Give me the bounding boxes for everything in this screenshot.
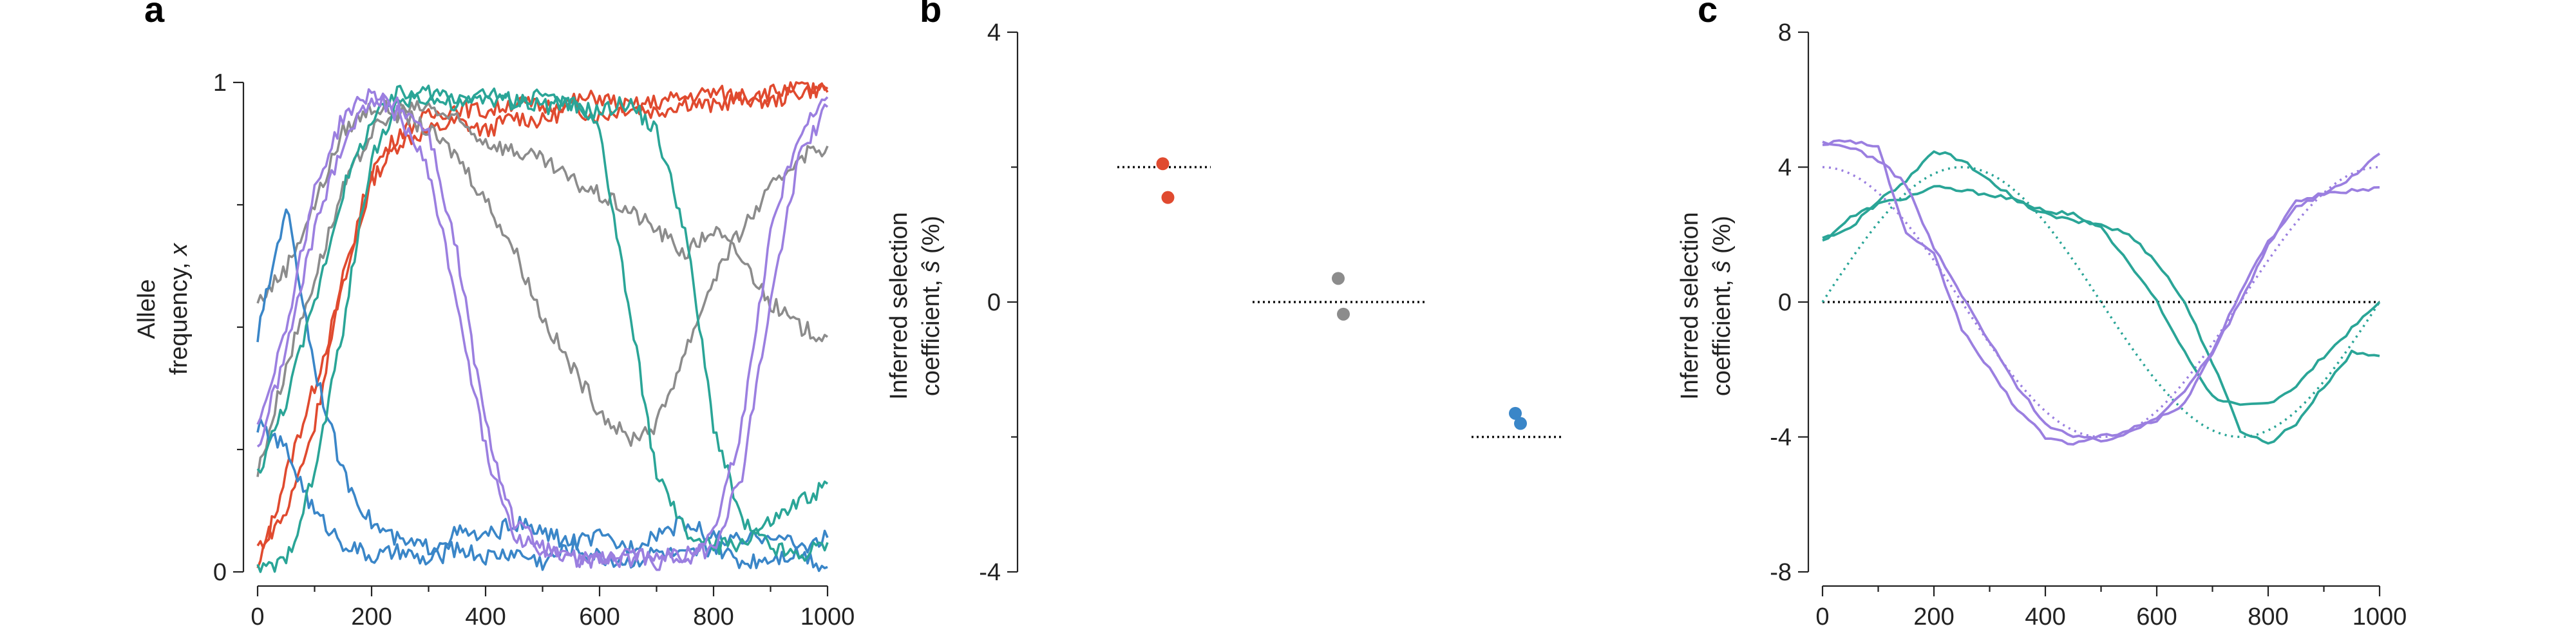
panel-b-axes: -4 0 4	[979, 19, 1019, 586]
panel-a-series-4-blue	[256, 208, 829, 556]
panel-c-ytick-label: -8	[1770, 559, 1792, 586]
panel-a-ytick-label: 1	[213, 70, 227, 97]
panel-c-ytick-label: 8	[1778, 19, 1792, 46]
panel-a-xtick-label: 600	[579, 603, 620, 630]
panel-c-ylabel-prefix: coefficient,	[1709, 273, 1736, 397]
panel-c-xtick-label: 400	[2025, 603, 2065, 630]
panel-c-xtick-label: 800	[2248, 603, 2288, 630]
panel-a-ylabel-line1: Allele	[133, 279, 160, 339]
panel-a-xtick-label: 1000	[800, 603, 855, 630]
panel-b-marks	[1117, 157, 1562, 439]
panel-a-ylabel-var: x	[166, 242, 193, 257]
panel-c-true-curve-purple	[1822, 166, 2380, 439]
panel-c-ytick-label: 4	[1778, 155, 1792, 182]
panel-c-ytick-label: -4	[1770, 424, 1792, 451]
panel-b-estimate-gray-1	[1337, 307, 1350, 321]
panel-b-ytick-label: 0	[987, 289, 1001, 316]
panel-b-estimate-blue-0	[1509, 406, 1522, 420]
panel-c-ytick-label: 0	[1778, 289, 1792, 316]
panel-c-series-3-purple	[1822, 139, 2381, 446]
panel-a-ylabel-prefix: frequency,	[166, 256, 193, 375]
panel-b-ytick-label: 4	[987, 19, 1001, 46]
panel-a-xtick-label: 400	[465, 603, 506, 630]
panel-a: a Allele frequency, x 0 1 0 200 400 600 800 100…	[133, 0, 855, 630]
panel-a-series-6-teal	[256, 84, 829, 573]
panel-b-letter: b	[920, 0, 942, 30]
panel-c: c Inferred selection coefficient, ŝ (%) …	[1676, 0, 2407, 630]
panel-c-xtick-label: 200	[1913, 603, 1954, 630]
panel-b: b Inferred selection coefficient, ŝ (%) …	[886, 0, 1562, 586]
panel-b-ytick-label: -4	[979, 559, 1001, 586]
panel-b-ylabel-var: ŝ	[918, 261, 945, 273]
panel-b-ylabel-line2: coefficient, ŝ (%)	[918, 216, 945, 396]
panel-c-xtick-label: 1000	[2353, 603, 2407, 630]
panel-a-xtick-label: 0	[251, 603, 264, 630]
panel-b-estimate-red-0	[1156, 157, 1170, 171]
panel-c-lines	[1821, 139, 2381, 446]
panel-b-estimate-gray-0	[1332, 272, 1345, 285]
panel-a-ylabel: Allele frequency, x	[133, 242, 193, 375]
panel-b-estimate-blue-1	[1514, 417, 1527, 430]
panel-b-ylabel-line1: Inferred selection	[886, 212, 913, 400]
panel-a-xtick-label: 200	[351, 603, 392, 630]
panel-c-xtick-label: 600	[2136, 603, 2177, 630]
panel-c-series-1-teal	[1822, 185, 2380, 445]
panel-b-ylabel-suffix: (%)	[918, 216, 945, 261]
panel-c-true-curve-teal	[1821, 166, 2381, 439]
panel-c-ylabel: Inferred selection coefficient, ŝ (%)	[1676, 212, 1736, 400]
panel-c-letter: c	[1698, 0, 1718, 30]
panel-c-ylabel-var: ŝ	[1709, 261, 1736, 273]
panel-b-ylabel: Inferred selection coefficient, ŝ (%)	[886, 212, 945, 400]
panel-c-axes: -8 -4 0 4 8 0 200 400 600 800 1000	[1770, 19, 2407, 630]
panel-c-series-0-teal	[1822, 150, 2381, 406]
panel-b-ylabel-prefix: coefficient,	[918, 273, 945, 397]
panel-a-letter: a	[144, 0, 165, 30]
panel-c-ylabel-line1: Inferred selection	[1676, 212, 1703, 400]
panel-a-ytick-label: 0	[213, 559, 227, 586]
panel-c-ylabel-line2: coefficient, ŝ (%)	[1709, 216, 1736, 396]
panel-a-series-5-blue	[256, 417, 828, 573]
panel-a-series-9-purple	[256, 88, 829, 571]
panel-a-series-8-purple	[256, 93, 829, 569]
panel-c-xtick-label: 0	[1815, 603, 1829, 630]
panel-c-ylabel-suffix: (%)	[1709, 216, 1736, 261]
panel-a-lines	[256, 81, 829, 573]
panel-a-ylabel-line2: frequency, x	[166, 242, 193, 375]
panel-b-estimate-red-1	[1161, 191, 1175, 204]
panel-a-axes: 0 1 0 200 400 600 800 1000	[213, 70, 855, 630]
panel-c-series-2-purple	[1822, 140, 2380, 443]
panel-a-xtick-label: 800	[693, 603, 734, 630]
